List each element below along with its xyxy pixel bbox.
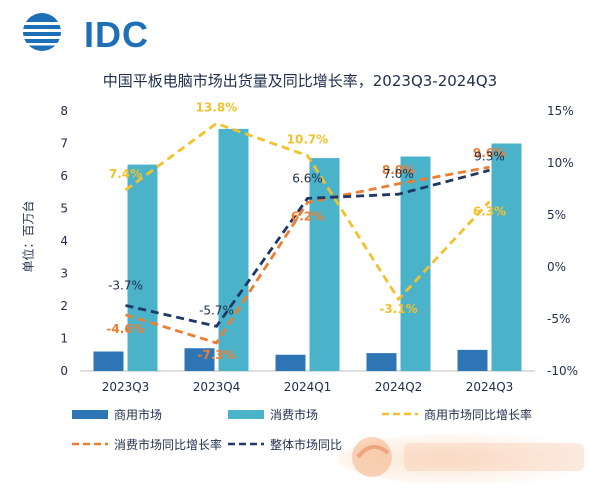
y2-tick-label: 5% — [547, 208, 566, 222]
y-tick-label: 5 — [60, 202, 68, 216]
x-tick-label: 2023Q3 — [102, 380, 150, 394]
y-tick-label: 7 — [60, 137, 68, 151]
data-label-consumer-growth: 8.0% — [382, 163, 415, 177]
bar-commercial — [184, 348, 215, 371]
idc-logo: IDC — [20, 10, 160, 55]
legend-swatch — [72, 410, 108, 419]
y-tick-label: 8 — [60, 104, 68, 118]
legend-label: 商用市场 — [114, 408, 163, 422]
legend-label: 消费市场 — [270, 408, 319, 422]
x-tick-label: 2023Q4 — [193, 380, 241, 394]
legend-dash-line — [382, 412, 418, 416]
data-label-consumer-growth: -4.6% — [106, 322, 144, 336]
x-tick-label: 2024Q2 — [375, 380, 423, 394]
data-label-total-growth: -3.7% — [108, 278, 143, 292]
logo-text: IDC — [84, 14, 149, 55]
y-tick-label: 0 — [60, 364, 68, 378]
bar-commercial — [457, 349, 488, 371]
data-label-commercial-growth: -3.1% — [379, 302, 417, 316]
globe-icon — [23, 13, 61, 51]
bar-commercial — [275, 354, 306, 371]
line-commercial-growth — [124, 121, 491, 302]
y-tick-label: 2 — [60, 299, 68, 313]
y2-tick-label: -5% — [547, 312, 570, 326]
y-tick-label: 6 — [60, 169, 68, 183]
y-tick-label: 3 — [60, 267, 68, 281]
bar-commercial — [366, 353, 397, 371]
line-consumer-growth — [125, 165, 490, 345]
watermark-image — [338, 433, 598, 483]
chart-title: 中国平板电脑市场出货量及同比增长率，2023Q3-2024Q3 — [102, 72, 498, 90]
x-tick-label: 2024Q1 — [284, 380, 332, 394]
data-label-commercial-growth: 6.3% — [473, 204, 506, 218]
legend-label: 整体市场同比 — [270, 438, 343, 452]
bar-consumer — [127, 164, 158, 371]
bar-consumer — [400, 156, 431, 371]
legend-label: 商用市场同比增长率 — [424, 408, 533, 422]
data-label-commercial-growth: 7.4% — [109, 167, 142, 181]
bar-consumer — [491, 143, 522, 371]
data-label-commercial-growth: 13.8% — [196, 100, 238, 114]
data-label-total-growth: 9.3% — [474, 149, 505, 163]
data-label-consumer-growth: -7.3% — [197, 348, 235, 362]
y-tick-label: 4 — [60, 234, 68, 248]
legend-dash-line — [228, 442, 264, 446]
y2-tick-label: 10% — [547, 156, 574, 170]
line-total-growth — [125, 168, 490, 328]
y2-tick-label: 15% — [547, 104, 574, 118]
legend-dash-line — [72, 442, 108, 446]
data-label-consumer-growth: 9.6% — [473, 146, 506, 160]
data-label-total-growth: -5.7% — [199, 303, 234, 317]
y2-tick-label: 0% — [547, 260, 566, 274]
legend-swatch — [228, 410, 264, 419]
data-label-total-growth: 7.0% — [383, 167, 414, 181]
data-label-consumer-growth: 6.2% — [291, 210, 324, 224]
data-label-commercial-growth: 10.7% — [287, 133, 329, 147]
y2-tick-label: -10% — [547, 364, 578, 378]
data-label-total-growth: 6.6% — [292, 171, 323, 185]
x-tick-label: 2024Q3 — [466, 380, 514, 394]
legend-label: 消费市场同比增长率 — [114, 438, 223, 452]
y-tick-label: 1 — [60, 332, 68, 346]
bar-consumer — [309, 158, 340, 371]
bar-commercial — [93, 351, 124, 371]
